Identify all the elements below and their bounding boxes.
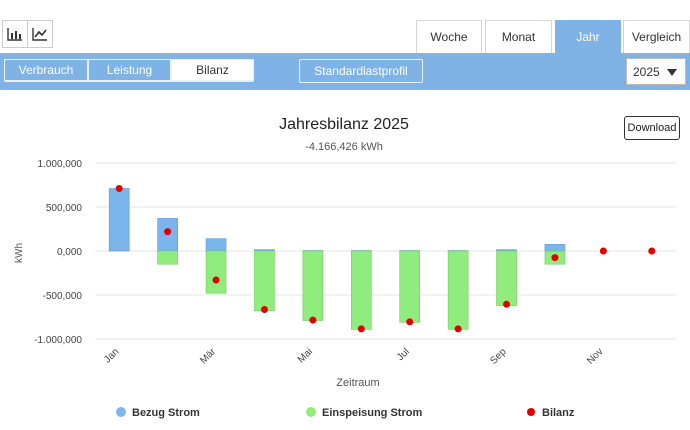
- y-tick-label: -500,000: [43, 291, 83, 302]
- legend-label[interactable]: Bilanz: [542, 407, 575, 419]
- bilanz-point[interactable]: [260, 306, 268, 314]
- tab-woche[interactable]: Woche: [416, 20, 482, 53]
- year-select[interactable]: 2025: [626, 58, 686, 85]
- standardlastprofil-button[interactable]: Standardlastprofil: [299, 59, 423, 83]
- sub-toolbar: Verbrauch Leistung Bilanz Standardlastpr…: [0, 53, 690, 90]
- x-tick-label: Jul: [395, 346, 412, 363]
- einspeisung-bar[interactable]: [496, 250, 517, 306]
- x-tick-label: Mär: [198, 346, 218, 366]
- einspeisung-bar[interactable]: [254, 250, 275, 312]
- line-chart-button[interactable]: [27, 20, 53, 48]
- bar-chart-icon: [7, 28, 22, 41]
- bilanz-point[interactable]: [406, 318, 414, 326]
- balance-chart: Jahresbilanz 2025 -4.166,426 kWh 1.000,0…: [14, 116, 676, 419]
- y-axis-ticks: 1.000,000 500,000 0,000 -500,000 -1.000,000: [34, 159, 82, 346]
- bilanz-points: [115, 185, 656, 333]
- bilanz-point[interactable]: [357, 325, 365, 333]
- tab-monat[interactable]: Monat: [485, 20, 552, 53]
- bezug-bar[interactable]: [108, 188, 130, 252]
- bilanz-point[interactable]: [551, 254, 559, 262]
- einspeisung-bar[interactable]: [302, 250, 324, 321]
- bilanz-point[interactable]: [599, 247, 607, 255]
- bilanz-point[interactable]: [454, 325, 462, 333]
- einspeisung-bar[interactable]: [205, 250, 227, 294]
- einspeisung-bar[interactable]: [350, 250, 372, 330]
- y-tick-label: 500,000: [46, 203, 83, 214]
- bezug-bar[interactable]: [544, 244, 566, 252]
- tab-vergleich[interactable]: Vergleich: [623, 20, 690, 53]
- bars: [108, 188, 566, 330]
- x-tick-label: Nov: [585, 346, 605, 366]
- y-tick-label: 0,000: [57, 247, 82, 258]
- bar-chart-button[interactable]: [2, 20, 28, 48]
- legend-marker: [306, 407, 316, 417]
- bilanz-point[interactable]: [309, 316, 317, 324]
- x-tick-label: Sep: [488, 346, 509, 367]
- einspeisung-bar[interactable]: [447, 250, 469, 330]
- tab-jahr[interactable]: Jahr: [555, 20, 621, 53]
- download-button[interactable]: Download: [624, 116, 680, 140]
- x-axis-label: Zeitraum: [336, 377, 379, 389]
- segment-verbrauch[interactable]: Verbrauch: [4, 59, 88, 81]
- x-tick-label: Jan: [102, 346, 121, 365]
- year-select-value: 2025: [633, 64, 660, 79]
- legend: Bezug Strom Einspeisung Strom Bilanz: [116, 407, 575, 419]
- einspeisung-bar[interactable]: [157, 250, 178, 265]
- einspeisung-bar[interactable]: [399, 250, 421, 323]
- bilanz-point[interactable]: [212, 276, 220, 284]
- legend-marker: [527, 408, 535, 416]
- segment-leistung[interactable]: Leistung: [88, 59, 171, 81]
- bilanz-point[interactable]: [164, 228, 172, 236]
- y-axis-label: kWh: [14, 243, 25, 263]
- bilanz-point[interactable]: [503, 300, 511, 308]
- line-chart-icon: [32, 28, 47, 41]
- chart-title: Jahresbilanz 2025: [279, 116, 409, 133]
- y-tick-label: -1.000,000: [34, 335, 82, 346]
- legend-label[interactable]: Einspeisung Strom: [322, 407, 422, 419]
- x-tick-label: Mai: [296, 346, 315, 365]
- bilanz-point[interactable]: [648, 247, 656, 255]
- chevron-down-icon: [667, 69, 677, 76]
- y-tick-label: 1.000,000: [38, 159, 83, 170]
- top-toolbar: Woche Monat Jahr Vergleich: [0, 0, 690, 53]
- bilanz-point[interactable]: [115, 185, 123, 193]
- legend-marker: [116, 407, 126, 417]
- chart-subtitle: -4.166,426 kWh: [305, 141, 383, 153]
- legend-label[interactable]: Bezug Strom: [132, 407, 200, 419]
- x-axis-ticks: Jan Mär Mai Jul Sep Nov: [102, 346, 605, 367]
- grid: [95, 162, 676, 340]
- bezug-bar[interactable]: [205, 238, 227, 252]
- segment-bilanz[interactable]: Bilanz: [171, 59, 254, 81]
